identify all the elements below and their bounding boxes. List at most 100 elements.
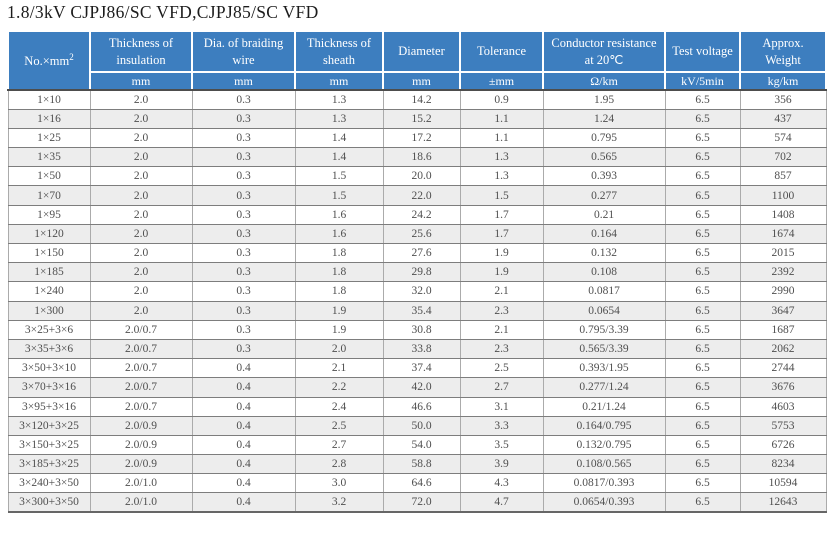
table-cell: 14.2 [382, 89, 461, 110]
table-cell: 6.5 [664, 262, 741, 283]
table-cell: 0.4 [191, 473, 296, 494]
table-cell: 1.3 [294, 108, 384, 129]
table-cell: 6.5 [664, 300, 741, 321]
table-cell: 2392 [739, 262, 827, 283]
unit-braiding-wire-dia: mm [191, 71, 296, 91]
table-cell: 0.0817 [542, 281, 666, 302]
table-cell: 3×25+3×6 [7, 319, 91, 340]
table-cell: 1×150 [7, 242, 91, 264]
table-cell: 1.7 [459, 204, 544, 225]
table-cell: 5753 [739, 415, 827, 436]
table-cell: 0.565/3.39 [542, 338, 666, 360]
table-cell: 1.3 [459, 147, 544, 168]
table-cell: 1.9 [459, 242, 544, 264]
table-cell: 4603 [739, 396, 827, 417]
table-cell: 3×120+3×25 [7, 415, 91, 436]
table-cell: 1×120 [7, 223, 91, 245]
table-cell: 6.5 [664, 319, 741, 340]
unit-conductor-resistance: Ω/km [542, 71, 666, 91]
table-body: 1×10 2.0 0.3 1.3 14.2 0.9 1.95 6.5 356 1×16 2.0 0.3… [7, 89, 827, 514]
table-cell: 437 [739, 108, 827, 129]
table-cell: 0.3 [191, 127, 296, 149]
table-cell: 2015 [739, 242, 827, 264]
table-cell: 1.9 [294, 300, 384, 321]
table-cell: 1.3 [294, 89, 384, 110]
table-cell: 1×300 [7, 300, 91, 321]
table-cell: 2.0 [89, 223, 193, 245]
table-row: 3×150+3×25 2.0/0.9 0.4 2.7 54.0 3.5 0.132/0.79… [7, 434, 827, 456]
unit-approx-weight: kg/km [739, 71, 827, 91]
table-cell: 42.0 [382, 377, 461, 398]
header-row-names: No.×mm2 Thickness of insulation Dia. of … [7, 30, 827, 91]
table-cell: 1.6 [294, 204, 384, 225]
table-cell: 2.3 [459, 338, 544, 360]
unit-test-voltage: kV/5min [664, 71, 741, 91]
table-cell: 8234 [739, 454, 827, 475]
table-cell: 2.5 [459, 358, 544, 379]
table-cell: 0.4 [191, 492, 296, 514]
table-cell: 2.0/0.9 [89, 434, 193, 456]
table-cell: 0.4 [191, 396, 296, 417]
table-cell: 1408 [739, 204, 827, 225]
table-cell: 24.2 [382, 204, 461, 225]
table-cell: 1.5 [459, 185, 544, 206]
table-cell: 1.8 [294, 242, 384, 264]
table-cell: 50.0 [382, 415, 461, 436]
table-cell: 27.6 [382, 242, 461, 264]
table-cell: 54.0 [382, 434, 461, 456]
table-cell: 6.5 [664, 166, 741, 187]
table-cell: 3×185+3×25 [7, 454, 91, 475]
table-header: No.×mm2 Thickness of insulation Dia. of … [7, 30, 827, 91]
page-title: 1.8/3kV CJPJ86/SC VFD,CJPJ85/SC VFD [7, 2, 319, 22]
table-cell: 2744 [739, 358, 827, 379]
table-cell: 1.24 [542, 108, 666, 129]
unit-sheath-thickness: mm [294, 71, 384, 91]
table-cell: 0.3 [191, 204, 296, 225]
table-cell: 0.3 [191, 338, 296, 360]
table-row: 3×25+3×6 2.0/0.7 0.3 1.9 30.8 2.1 0.795/3.39 6.… [7, 319, 827, 340]
table-cell: 1.4 [294, 127, 384, 149]
table-cell: 6.5 [664, 223, 741, 245]
table-cell: 1×50 [7, 166, 91, 187]
table-cell: 0.4 [191, 377, 296, 398]
table-cell: 6.5 [664, 454, 741, 475]
col-header-diameter: Diameter [382, 30, 461, 73]
table-cell: 2.0 [294, 338, 384, 360]
table-row: 3×70+3×16 2.0/0.7 0.4 2.2 42.0 2.7 0.277/1.24 6… [7, 377, 827, 398]
table-cell: 1.7 [459, 223, 544, 245]
table-cell: 1×95 [7, 204, 91, 225]
table-row: 1×300 2.0 0.3 1.9 35.4 2.3 0.0654 6.5 3647 [7, 300, 827, 321]
table-cell: 6.5 [664, 377, 741, 398]
table-cell: 0.277/1.24 [542, 377, 666, 398]
table-cell: 0.565 [542, 147, 666, 168]
table-cell: 2.0/0.7 [89, 377, 193, 398]
table-cell: 3.2 [294, 492, 384, 514]
col-header-approx-weight: Approx. Weight [739, 30, 827, 73]
table-cell: 6.5 [664, 242, 741, 264]
table-cell: 12643 [739, 492, 827, 514]
table-cell: 0.0654/0.393 [542, 492, 666, 514]
table-cell: 2.5 [294, 415, 384, 436]
unit-diameter: mm [382, 71, 461, 91]
table-row: 1×240 2.0 0.3 1.8 32.0 2.1 0.0817 6.5 2990 [7, 281, 827, 302]
table-cell: 1.9 [294, 319, 384, 340]
table-cell: 2.0 [89, 204, 193, 225]
table-cell: 72.0 [382, 492, 461, 514]
table-row: 1×95 2.0 0.3 1.6 24.2 1.7 0.21 6.5 1408 [7, 204, 827, 225]
table-cell: 1.4 [294, 147, 384, 168]
table-cell: 0.21/1.24 [542, 396, 666, 417]
table-cell: 1×240 [7, 281, 91, 302]
table-cell: 6.5 [664, 396, 741, 417]
table-cell: 1.5 [294, 166, 384, 187]
table-row: 1×120 2.0 0.3 1.6 25.6 1.7 0.164 6.5 1674 [7, 223, 827, 245]
table-cell: 2.1 [459, 319, 544, 340]
table-cell: 2.0/0.7 [89, 396, 193, 417]
table-cell: 2.7 [459, 377, 544, 398]
table-cell: 1674 [739, 223, 827, 245]
table-row: 1×35 2.0 0.3 1.4 18.6 1.3 0.565 6.5 702 [7, 147, 827, 168]
table-row: 1×50 2.0 0.3 1.5 20.0 1.3 0.393 6.5 857 [7, 166, 827, 187]
table-cell: 1687 [739, 319, 827, 340]
table-row: 1×70 2.0 0.3 1.5 22.0 1.5 0.277 6.5 1100 [7, 185, 827, 206]
table-row: 1×185 2.0 0.3 1.8 29.8 1.9 0.108 6.5 2392 [7, 262, 827, 283]
table-cell: 6.5 [664, 338, 741, 360]
